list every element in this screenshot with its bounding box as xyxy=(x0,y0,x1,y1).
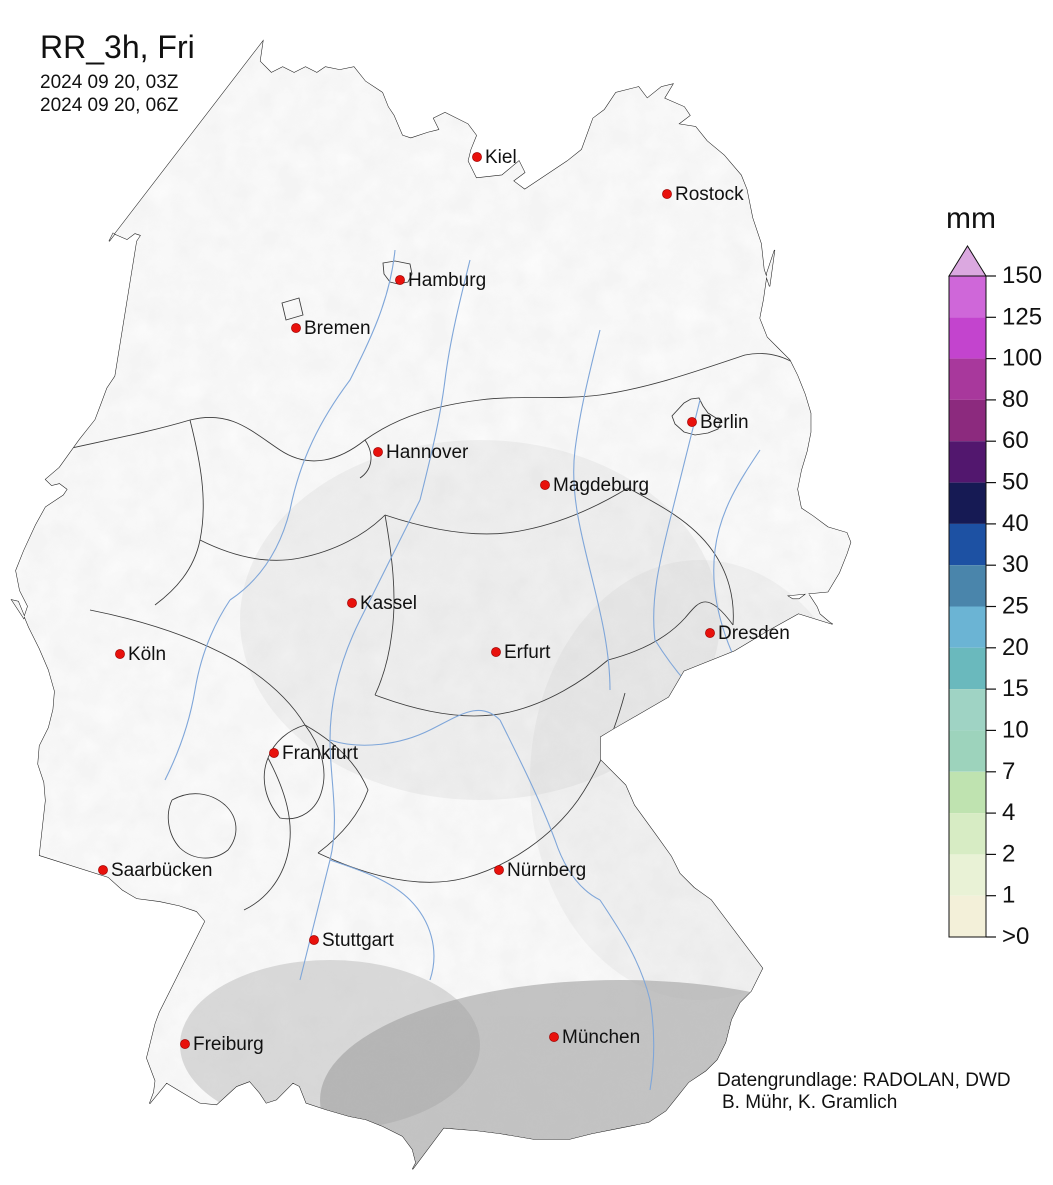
svg-text:Stuttgart: Stuttgart xyxy=(322,930,395,951)
svg-text:Dresden: Dresden xyxy=(718,623,790,644)
svg-text:B. Mühr, K. Gramlich: B. Mühr, K. Gramlich xyxy=(722,1092,897,1113)
svg-text:10: 10 xyxy=(1002,716,1029,743)
svg-text:50: 50 xyxy=(1002,469,1029,496)
svg-text:Erfurt: Erfurt xyxy=(504,642,551,663)
svg-text:20: 20 xyxy=(1002,634,1029,661)
svg-text:2: 2 xyxy=(1002,840,1015,867)
svg-text:125: 125 xyxy=(1002,303,1042,330)
svg-text:Frankfurt: Frankfurt xyxy=(282,743,359,764)
svg-text:2024 09 20, 03Z: 2024 09 20, 03Z xyxy=(40,72,179,93)
svg-text:Bremen: Bremen xyxy=(304,318,371,339)
svg-text:Kassel: Kassel xyxy=(360,593,417,614)
svg-text:>0: >0 xyxy=(1002,923,1029,950)
svg-text:60: 60 xyxy=(1002,427,1029,454)
svg-text:25: 25 xyxy=(1002,593,1029,620)
svg-text:Hamburg: Hamburg xyxy=(408,270,486,291)
svg-text:Köln: Köln xyxy=(128,644,166,665)
svg-text:2024 09 20, 06Z: 2024 09 20, 06Z xyxy=(40,95,179,116)
svg-text:30: 30 xyxy=(1002,551,1029,578)
svg-text:Berlin: Berlin xyxy=(700,412,749,433)
svg-text:15: 15 xyxy=(1002,675,1029,702)
svg-text:Magdeburg: Magdeburg xyxy=(553,475,649,496)
svg-text:Freiburg: Freiburg xyxy=(193,1034,264,1055)
svg-text:40: 40 xyxy=(1002,510,1029,537)
svg-text:7: 7 xyxy=(1002,758,1015,785)
svg-text:Kiel: Kiel xyxy=(485,147,517,168)
svg-text:Saarbücken: Saarbücken xyxy=(111,860,212,881)
svg-text:100: 100 xyxy=(1002,345,1042,372)
svg-text:Nürnberg: Nürnberg xyxy=(507,860,586,881)
svg-text:RR_3h, Fri: RR_3h, Fri xyxy=(40,29,195,65)
svg-text:Hannover: Hannover xyxy=(386,442,469,463)
svg-text:Datengrundlage: RADOLAN, DWD: Datengrundlage: RADOLAN, DWD xyxy=(717,1070,1011,1091)
svg-text:80: 80 xyxy=(1002,386,1029,413)
svg-text:mm: mm xyxy=(946,202,996,235)
svg-text:1: 1 xyxy=(1002,882,1015,909)
svg-text:Rostock: Rostock xyxy=(675,184,744,205)
svg-text:150: 150 xyxy=(1002,262,1042,289)
svg-text:München: München xyxy=(562,1027,640,1048)
svg-text:4: 4 xyxy=(1002,799,1015,826)
